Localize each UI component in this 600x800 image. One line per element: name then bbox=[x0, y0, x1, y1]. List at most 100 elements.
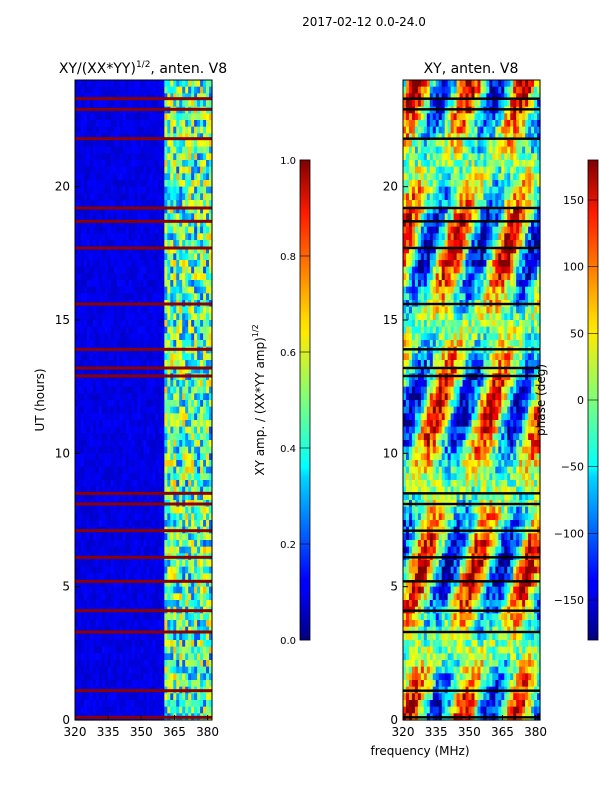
heatmap-cell bbox=[209, 293, 213, 301]
heatmap-cell bbox=[155, 313, 159, 321]
heatmap-cell bbox=[200, 546, 204, 554]
heatmap-cell bbox=[143, 646, 148, 654]
heatmap-cell bbox=[128, 466, 133, 474]
heatmap-cell bbox=[89, 386, 94, 394]
heatmap-cell bbox=[209, 326, 213, 334]
heatmap-cell bbox=[86, 333, 91, 341]
heatmap-cell bbox=[128, 260, 133, 268]
heatmap-cell bbox=[149, 446, 154, 454]
heatmap-cell bbox=[122, 453, 127, 461]
heatmap-cell bbox=[203, 560, 207, 568]
heatmap-cell bbox=[158, 260, 162, 268]
heatmap-cell bbox=[209, 233, 213, 241]
heatmap-cell bbox=[209, 626, 213, 634]
heatmap-cell bbox=[92, 140, 97, 148]
heatmap-cell bbox=[77, 426, 82, 434]
heatmap-cell bbox=[176, 420, 180, 428]
heatmap-cell bbox=[507, 93, 511, 101]
heatmap-cell bbox=[152, 453, 157, 461]
heatmap-cell bbox=[531, 146, 535, 154]
heatmap-cell bbox=[113, 620, 118, 628]
heatmap-cell bbox=[179, 660, 183, 668]
heatmap-cell bbox=[137, 393, 142, 401]
heatmap-cell bbox=[522, 86, 526, 94]
heatmap-cell bbox=[209, 246, 213, 254]
heatmap-cell bbox=[167, 680, 171, 688]
heatmap-cell bbox=[158, 313, 162, 321]
heatmap-cell bbox=[191, 493, 195, 501]
heatmap-cell bbox=[209, 666, 213, 674]
heatmap-cell bbox=[146, 193, 151, 201]
heatmap-cell bbox=[98, 240, 103, 248]
heatmap-cell bbox=[167, 273, 171, 281]
heatmap-cell bbox=[125, 546, 130, 554]
heatmap-cell bbox=[131, 420, 136, 428]
heatmap-cell bbox=[83, 473, 88, 481]
heatmap-cell bbox=[206, 200, 210, 208]
heatmap-cell bbox=[77, 333, 82, 341]
heatmap-cell bbox=[92, 626, 97, 634]
heatmap-cell bbox=[185, 93, 189, 101]
heatmap-cell bbox=[423, 120, 428, 128]
heatmap-cell bbox=[149, 353, 154, 361]
heatmap-cell bbox=[122, 253, 127, 261]
heatmap-cell bbox=[125, 440, 130, 448]
heatmap-cell bbox=[158, 326, 162, 334]
heatmap-cell bbox=[191, 140, 195, 148]
heatmap-cell bbox=[173, 633, 177, 641]
heatmap-cell bbox=[134, 393, 139, 401]
heatmap-cell bbox=[125, 260, 130, 268]
heatmap-cell bbox=[182, 653, 186, 661]
heatmap-cell bbox=[531, 80, 535, 88]
heatmap-cell bbox=[101, 206, 106, 214]
heatmap-cell bbox=[158, 293, 162, 301]
heatmap-cell bbox=[83, 426, 88, 434]
heatmap-cell bbox=[188, 653, 192, 661]
heatmap-cell bbox=[161, 200, 165, 208]
heatmap-cell bbox=[116, 160, 121, 168]
heatmap-cell bbox=[420, 120, 425, 128]
heatmap-cell bbox=[167, 660, 171, 668]
heatmap-cell bbox=[194, 473, 198, 481]
heatmap-cell bbox=[116, 80, 121, 88]
heatmap-cell bbox=[77, 240, 82, 248]
heatmap-cell bbox=[125, 433, 130, 441]
heatmap-cell bbox=[128, 540, 133, 548]
heatmap-cell bbox=[128, 513, 133, 521]
heatmap-cell bbox=[119, 166, 124, 174]
heatmap-cell bbox=[128, 706, 133, 714]
heatmap-cell bbox=[113, 573, 118, 581]
heatmap-cell bbox=[480, 93, 485, 101]
heatmap-cell bbox=[116, 200, 121, 208]
heatmap-cell bbox=[176, 706, 180, 714]
heatmap-cell bbox=[116, 693, 121, 701]
heatmap-cell bbox=[86, 560, 91, 568]
heatmap-cell bbox=[185, 213, 189, 221]
heatmap-cell bbox=[185, 560, 189, 568]
heatmap-cell bbox=[83, 580, 88, 588]
heatmap-cell bbox=[75, 560, 79, 568]
heatmap-cell bbox=[420, 86, 425, 94]
heatmap-cell bbox=[200, 340, 204, 348]
heatmap-cell bbox=[128, 293, 133, 301]
heatmap-cell bbox=[158, 680, 162, 688]
heatmap-cell bbox=[101, 613, 106, 621]
heatmap-cell bbox=[104, 240, 109, 248]
heatmap-cell bbox=[146, 340, 151, 348]
heatmap-cell bbox=[143, 453, 148, 461]
heatmap-cell bbox=[134, 400, 139, 408]
heatmap-cell bbox=[411, 133, 416, 141]
heatmap-cell bbox=[188, 520, 192, 528]
heatmap-cell bbox=[417, 146, 422, 154]
heatmap-cell bbox=[98, 613, 103, 621]
heatmap-cell bbox=[209, 146, 213, 154]
heatmap-cell bbox=[104, 126, 109, 134]
heatmap-cell bbox=[161, 326, 165, 334]
heatmap-cell bbox=[75, 233, 79, 241]
heatmap-cell bbox=[80, 206, 85, 214]
heatmap-cell bbox=[116, 626, 121, 634]
heatmap-cell bbox=[191, 593, 195, 601]
heatmap-cell bbox=[170, 93, 174, 101]
heatmap-cell bbox=[113, 580, 118, 588]
heatmap-cell bbox=[128, 193, 133, 201]
